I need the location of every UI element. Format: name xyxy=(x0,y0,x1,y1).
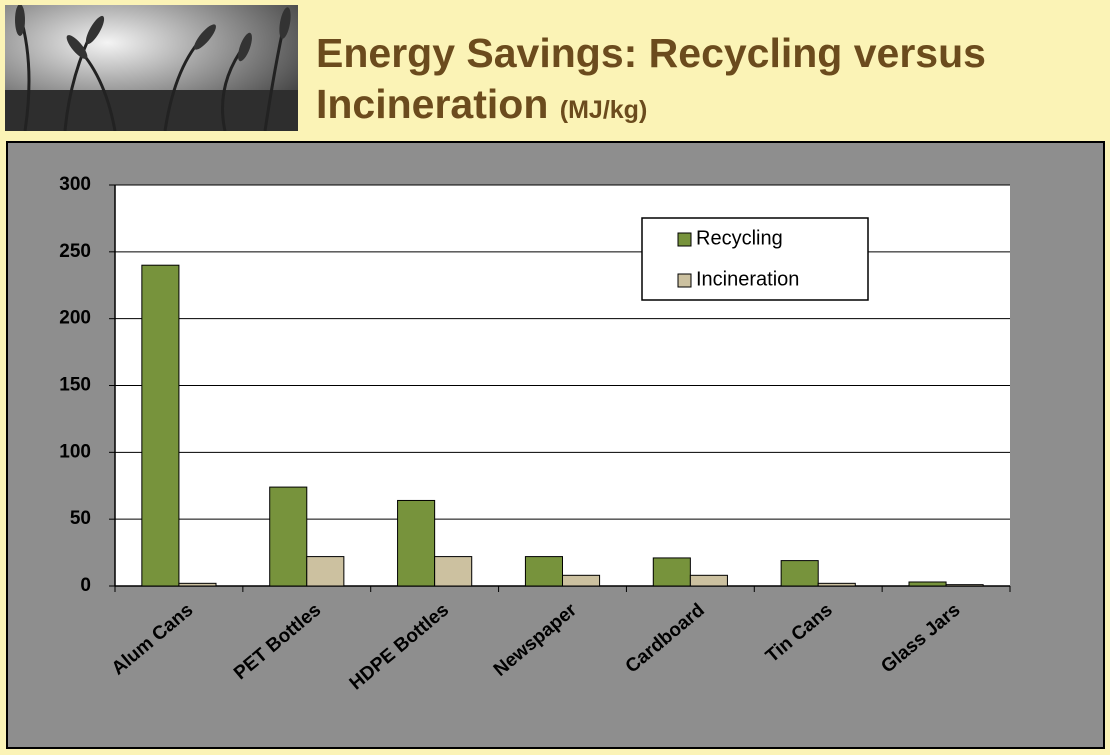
y-tick-label: 250 xyxy=(59,241,91,262)
bar xyxy=(435,557,472,586)
y-tick-label: 150 xyxy=(59,375,91,396)
bar xyxy=(818,583,855,586)
y-tick-label: 300 xyxy=(59,174,91,195)
bar xyxy=(946,585,983,586)
y-tick-label: 200 xyxy=(59,308,91,329)
chart: 050100150200250300Alum CansPET BottlesHD… xyxy=(0,0,1110,755)
bar xyxy=(563,575,600,586)
y-tick-label: 100 xyxy=(59,441,91,462)
slide: Energy Savings: Recycling versus Inciner… xyxy=(0,0,1110,755)
bar xyxy=(781,561,818,586)
y-tick-label: 0 xyxy=(80,575,91,596)
legend-swatch xyxy=(678,274,691,287)
bar xyxy=(653,558,690,586)
bar xyxy=(142,265,179,586)
y-tick-label: 50 xyxy=(70,508,91,529)
bar xyxy=(179,583,216,586)
bar xyxy=(398,500,435,586)
bar xyxy=(270,487,307,586)
bar xyxy=(525,557,562,586)
bar xyxy=(909,582,946,586)
bar xyxy=(690,575,727,586)
legend-label: Recycling xyxy=(696,227,783,249)
bar xyxy=(307,557,344,586)
legend-label: Incineration xyxy=(696,268,799,290)
legend-swatch xyxy=(678,233,691,246)
